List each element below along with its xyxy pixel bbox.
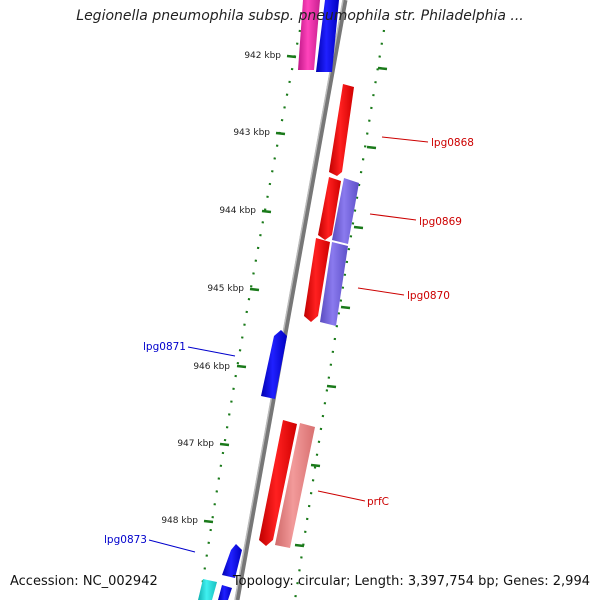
leader-lpg0871 [187,346,236,357]
tick-label-942: 942 kbp [244,51,281,61]
gene-blue-bottom[interactable] [218,585,232,600]
gene-lpg0868[interactable] [329,84,354,176]
tick-label-948: 948 kbp [161,516,198,526]
tick-label-946: 946 kbp [193,362,230,372]
gene-label-lpg0871[interactable]: lpg0871 [143,341,186,353]
accession-text: Accession: NC_002942 [10,574,158,589]
gene-lpg0870-purple[interactable] [320,242,348,326]
gene-lpg0871[interactable] [261,330,287,399]
tick-label-945: 945 kbp [207,284,244,294]
gene-label-lpg0870[interactable]: lpg0870 [407,290,450,302]
gene-lpg0873[interactable] [222,544,242,578]
tick-label-943: 943 kbp [233,128,270,138]
gene-lpg0869-purple[interactable] [332,178,359,244]
gene-prfC[interactable] [259,420,297,546]
tick-r-948 [294,543,305,548]
leader-lpg0873 [148,539,196,553]
tick-label-947: 947 kbp [177,439,214,449]
leader-lpg0869 [369,213,417,221]
tick-946 [236,364,247,369]
tick-945 [249,287,260,292]
gene-prfC-pink[interactable] [275,423,315,548]
genome-title: Legionella pneumophila subsp. pneumophil… [76,8,524,24]
gene-label-lpg0869[interactable]: lpg0869 [419,216,462,228]
gene-cyan-bottom[interactable] [198,579,217,600]
gene-label-prfC[interactable]: prfC [367,496,389,508]
tick-948 [203,519,214,524]
inner-tick-ring [198,29,302,601]
leader-lpg0870 [357,287,405,296]
major-ticks-right [294,66,388,548]
gene-label-lpg0873[interactable]: lpg0873 [104,534,147,546]
leader-prfC [317,490,366,502]
gene-label-lpg0868[interactable]: lpg0868 [431,137,474,149]
tick-947 [219,442,230,447]
tick-r-946 [326,384,337,389]
tick-944 [261,209,272,214]
tick-label-944: 944 kbp [219,206,256,216]
gene-magenta-top[interactable] [298,0,320,70]
tick-r-943 [366,145,377,150]
genome-summary-text: Topology: circular; Length: 3,397,754 bp… [232,574,590,589]
tick-942 [286,54,297,59]
major-ticks-left [203,54,297,524]
leader-lpg0868 [381,136,429,143]
gene-blue-top[interactable] [316,0,339,72]
tick-943 [275,131,286,136]
tick-r-942 [377,66,388,71]
gene-lpg0870[interactable] [304,238,330,322]
genome-backbone-highlight [234,0,344,601]
genome-backbone [234,0,348,601]
tick-r-945 [340,305,351,310]
gene-lpg0869[interactable] [318,177,341,240]
tick-r-944 [353,225,364,230]
tick-r-947 [310,463,321,468]
